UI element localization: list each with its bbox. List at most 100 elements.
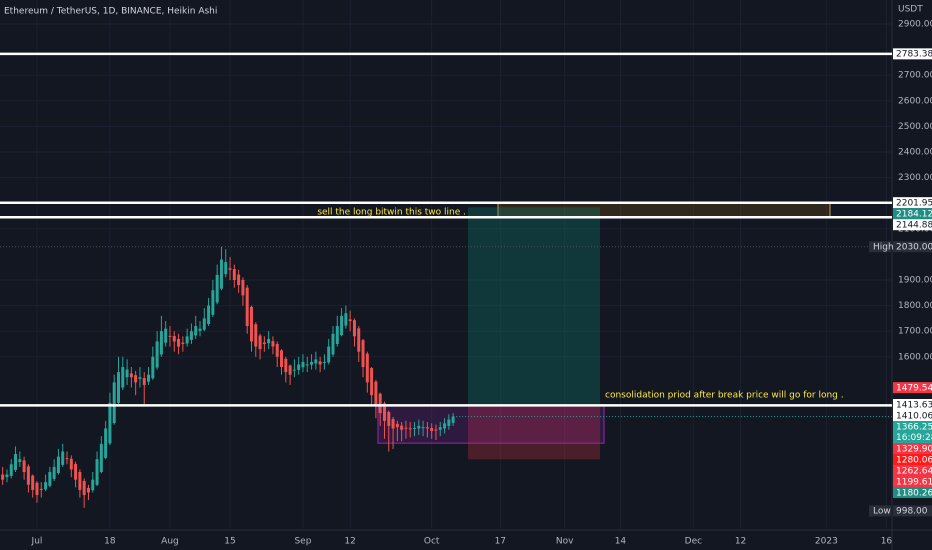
candle-body (95, 459, 99, 485)
candle-body (421, 427, 425, 429)
candle-body (224, 262, 228, 275)
tag-label: High (873, 243, 894, 253)
price-label-bg (893, 421, 932, 444)
candle-body (348, 319, 352, 321)
candle-body (314, 359, 318, 364)
candle-body (425, 427, 429, 429)
price-label: 2030.00 (896, 243, 932, 253)
price-label-bg (893, 505, 932, 517)
countdown: 16:09:28 (896, 433, 932, 443)
annotation: sell the long bitwin this two line . (317, 208, 466, 218)
candle-body (147, 374, 151, 382)
price-label: 2783.38 (896, 50, 932, 60)
candle-body (48, 471, 52, 486)
x-tick-label: Nov (556, 537, 574, 547)
candle-body (322, 361, 326, 363)
candle-body (202, 318, 206, 330)
price-label: 2144.88 (896, 220, 932, 230)
candle-body (207, 305, 211, 325)
x-tick-label: 16 (881, 537, 893, 547)
candle-body (61, 451, 65, 465)
candle-body (387, 412, 391, 426)
x-tick-label: 15 (224, 537, 235, 547)
candle-body (198, 328, 202, 331)
tag-bg (869, 241, 891, 253)
grid (0, 0, 892, 530)
x-tick-label: Aug (161, 537, 179, 547)
candle-body (172, 336, 176, 342)
price-label-bg (893, 465, 932, 477)
price-label: 1180.26 (896, 488, 932, 498)
x-tick-label: Dec (685, 537, 702, 547)
price-label-bg (893, 476, 932, 488)
candle-body (361, 340, 365, 368)
price-label: 1280.06 (896, 455, 932, 465)
x-tick-label: 17 (495, 537, 506, 547)
candle-body (344, 313, 348, 326)
candle-body (284, 358, 288, 373)
annotation: consolidation priod after break price wi… (605, 391, 844, 401)
x-tick-label: Sep (294, 537, 311, 547)
candle-body (262, 342, 266, 344)
candles (1, 246, 455, 508)
consolidation-zone (377, 404, 605, 444)
x-tick-label: Jul (31, 537, 43, 547)
candle-body (288, 365, 292, 375)
candle-body (382, 403, 386, 421)
price-label: 1329.90 (896, 444, 932, 454)
candle-body (181, 342, 185, 344)
candle-body (86, 487, 90, 493)
candle-body (357, 328, 361, 352)
candle-body (151, 356, 155, 379)
chart-title: Ethereum / TetherUS, 1D, BINANCE, Heikin… (4, 7, 217, 17)
candle-body (112, 382, 116, 424)
candle-body (267, 338, 271, 344)
candle-body (237, 274, 241, 286)
candle-body (280, 350, 284, 368)
candle-body (275, 343, 279, 357)
candle-body (91, 479, 95, 491)
candle-body (134, 375, 138, 383)
price-label-bg (893, 454, 932, 466)
candle-body (125, 369, 129, 378)
candle-body (417, 425, 421, 429)
candle-body (378, 393, 382, 414)
candle-body (56, 456, 60, 474)
candle-body (408, 428, 412, 430)
candle-body (249, 306, 253, 342)
x-tick-label: 18 (104, 537, 116, 547)
candle-body (44, 482, 48, 490)
candle-body (370, 368, 374, 396)
y-tick-label: 2400.00 (898, 147, 932, 157)
tag-label: Low (873, 507, 891, 517)
candle-body (258, 335, 262, 350)
candle-body (129, 373, 133, 378)
candle-body (404, 427, 408, 429)
price-axis: 1600.001700.001800.001900.002100.002300.… (869, 19, 932, 517)
candle-body (443, 423, 447, 429)
tag-bg (869, 505, 891, 517)
price-label-bg (893, 410, 932, 422)
price-label: 2201.95 (896, 198, 932, 208)
y-tick-label: 2500.00 (898, 122, 932, 132)
candle-body (305, 364, 309, 366)
candle-body (65, 458, 69, 460)
price-label-bg (893, 399, 932, 411)
price-label-bg (893, 208, 932, 220)
candle-body (138, 377, 142, 379)
price-label-bg (893, 48, 932, 60)
candle-body (104, 428, 108, 458)
candle-body (335, 326, 339, 344)
x-tick-label: 2023 (815, 537, 838, 547)
candle-body (438, 427, 442, 430)
candle-body (52, 466, 56, 479)
candle-body (69, 458, 73, 470)
candle-body (116, 372, 120, 403)
candle-body (451, 416, 455, 423)
x-tick-label: 14 (615, 537, 627, 547)
candle-body (331, 333, 335, 355)
candle-body (1, 474, 5, 480)
price-label-bg (893, 197, 932, 209)
candle-body (142, 378, 146, 385)
currency: USDT (898, 5, 923, 15)
